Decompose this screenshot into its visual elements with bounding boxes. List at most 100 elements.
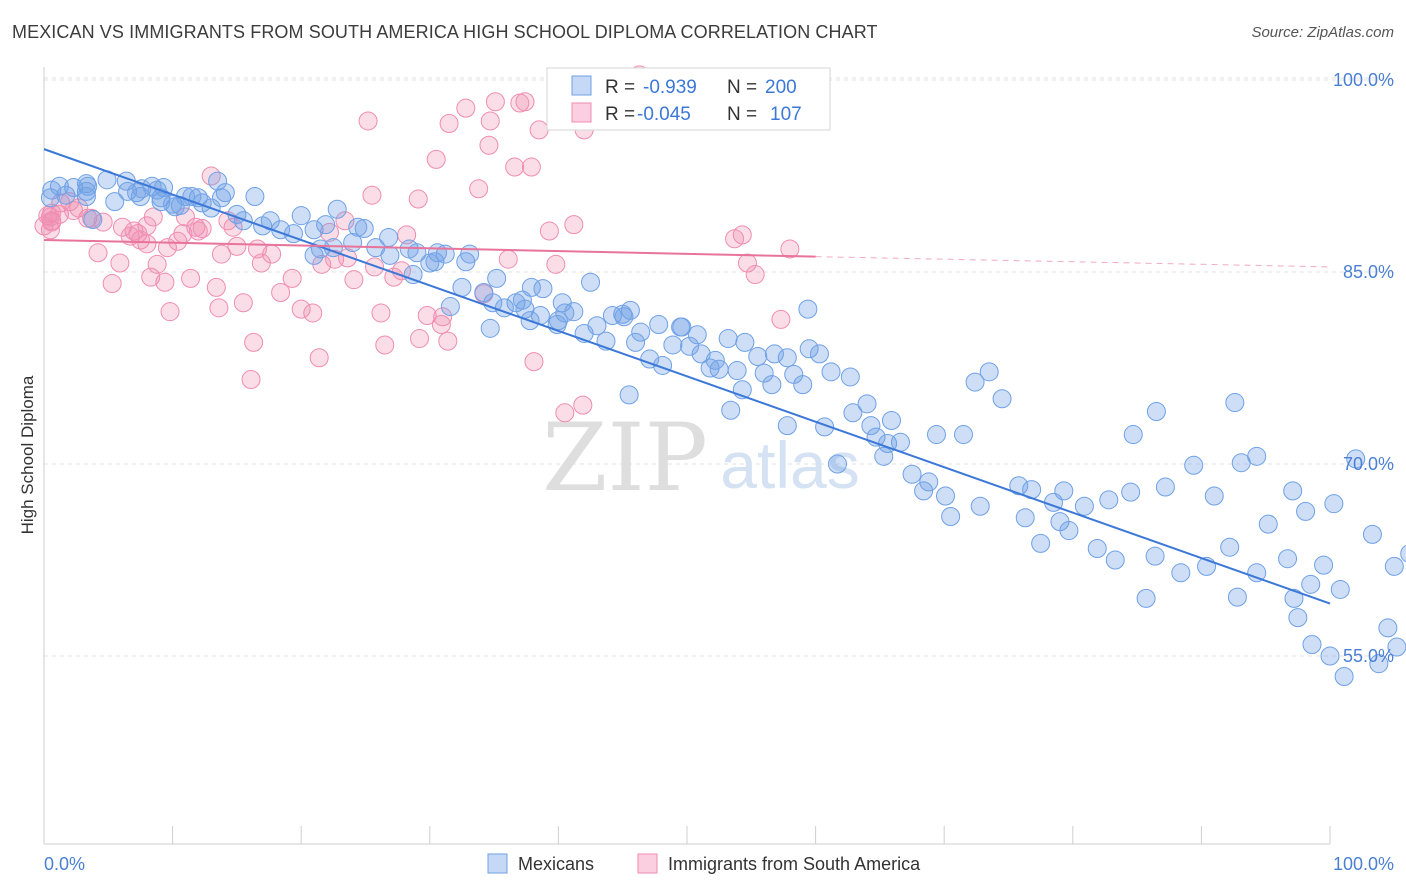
mexicans-point-188 [1384,556,1404,576]
immigrants-point-107 [737,253,757,273]
mexicans-point-88 [619,385,639,405]
mexicans-point-113 [777,348,797,368]
immigrants-point-96 [573,395,593,415]
mexicans-point-155 [1121,482,1141,502]
immigrants-point-82 [480,111,500,131]
immigrants-point-47 [244,332,264,352]
mexicans-point-133 [914,481,934,501]
mexicans-point-60 [440,297,460,317]
mexicans-point-77 [548,311,568,331]
mexicans-point-83 [587,316,607,336]
immigrants-point-62 [358,111,378,131]
immigrants-point-67 [384,267,404,287]
mexicans-point-138 [953,425,973,445]
mexicans-point-165 [1220,537,1240,557]
immigrants-point-52 [282,268,302,288]
mexicans-point-34 [233,211,253,231]
immigrants-point-78 [456,98,476,118]
mexicans-point-9 [83,210,103,230]
stats-swatch-blue [571,75,592,96]
immigrants-point-34 [181,268,201,288]
stats-r-value-1: -0.045 [637,104,691,125]
mexicans-point-49 [354,218,374,238]
mexicans-point-67 [487,268,507,288]
mexicans-point-182 [1330,579,1350,599]
mexicans-point-152 [1087,538,1107,558]
mexicans-point-116 [793,375,813,395]
mexicans-point-166 [1225,393,1245,413]
immigrants-point-74 [431,314,451,334]
mexicans-point-173 [1283,481,1303,501]
immigrants-point-84 [498,249,518,269]
immigrants-point-79 [469,179,489,199]
immigrants-point-30 [160,302,180,322]
mexicans-point-95 [663,335,683,355]
mexicans-point-100 [691,344,711,364]
mexicans-point-80 [564,302,584,322]
mexicans-point-151 [1074,496,1094,516]
mexicans-trend-line [43,148,1331,605]
mexicans-point-176 [1296,501,1316,521]
mexicans-point-154 [1105,550,1125,570]
immigrants-point-51 [271,282,291,302]
mexicans-point-142 [992,389,1012,409]
immigrants-point-73 [426,149,446,169]
mexicans-point-137 [941,506,961,526]
mexicans-point-157 [1136,588,1156,608]
mexicans-point-121 [821,362,841,382]
immigrants-point-68 [392,261,412,281]
mexicans-point-175 [1288,608,1308,628]
immigrants-point-33 [175,207,195,227]
watermark-atlas: atlas [720,428,859,502]
mexicans-point-141 [979,362,999,382]
immigrants-point-5 [42,211,62,231]
immigrants-point-83 [485,92,505,112]
mexicans-point-179 [1314,555,1334,575]
immigrants-point-72 [417,306,437,326]
y-tick-label-1: 70.0% [1343,454,1394,474]
immigrants-point-45 [233,293,253,313]
mexicans-point-125 [857,394,877,414]
mexicans-point-143 [1009,476,1029,496]
mexicans-point-114 [777,416,797,436]
x-tick-label-max: 100.0% [1333,854,1394,874]
chart-source: Source: ZipAtlas.com [1251,24,1394,41]
mexicans-point-91 [631,322,651,342]
immigrants-point-50 [262,244,282,264]
mexicans-point-90 [626,332,646,352]
mexicans-point-11 [105,192,125,212]
immigrants-point-43 [223,217,243,237]
mexicans-point-136 [935,486,955,506]
mexicans-point-119 [809,344,829,364]
immigrants-point-81 [479,135,499,155]
mexicans-point-167 [1227,587,1247,607]
mexicans-point-112 [764,344,784,364]
immigrants-point-26 [143,207,163,227]
immigrants-point-95 [564,215,584,235]
mexicans-point-103 [709,359,729,379]
mexicans-point-52 [380,245,400,265]
mexicans-point-98 [680,336,700,356]
mexicans-point-48 [348,217,368,237]
mexicans-point-160 [1155,477,1175,497]
mexicans-point-132 [902,464,922,484]
immigrants-point-110 [780,239,800,259]
immigrants-point-19 [120,226,140,246]
immigrants-point-87 [515,92,535,112]
mexicans-point-99 [687,325,707,345]
mexicans-point-51 [379,227,399,247]
mexicans-point-8 [78,176,98,196]
stats-r-label-0: R = [605,77,635,98]
immigrants-point-54 [303,303,323,323]
immigrants-point-23 [137,234,157,254]
mexicans-point-106 [727,361,747,381]
mexicans-point-54 [403,265,423,285]
stats-legend: R = -0.939 N = 200 R = -0.045 N = 107 [546,67,831,131]
immigrants-point-65 [371,303,391,323]
immigrants-point-109 [771,309,791,329]
immigrants-point-40 [209,298,229,318]
immigrants-point-88 [521,157,541,177]
mexicans-point-63 [460,244,480,264]
mexicans-point-117 [798,299,818,319]
mexicans-point-82 [581,272,601,292]
